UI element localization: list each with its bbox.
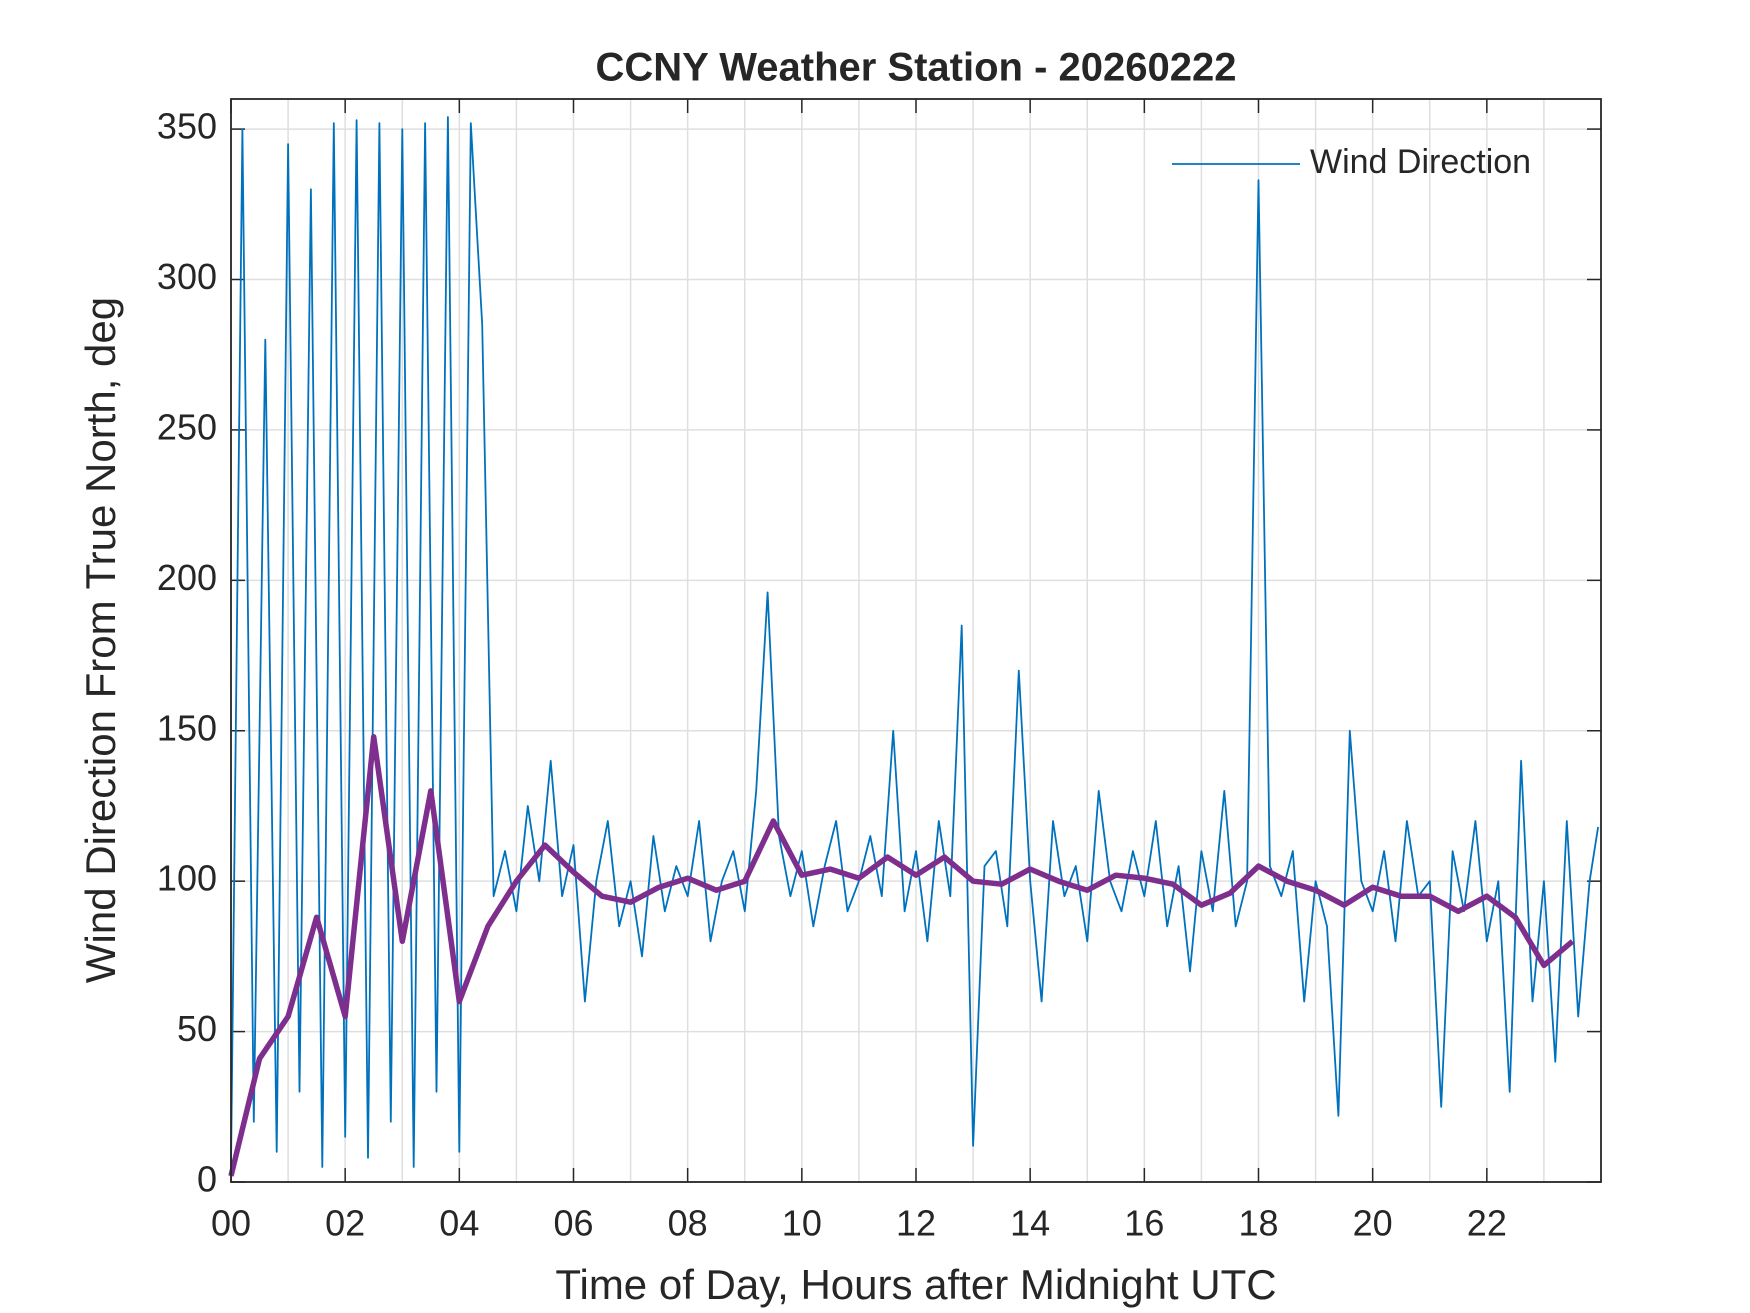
y-tick-label: 350 bbox=[157, 106, 217, 147]
x-tick-label: 00 bbox=[211, 1203, 251, 1244]
chart-title: CCNY Weather Station - 20260222 bbox=[596, 46, 1237, 90]
x-tick-label: 10 bbox=[782, 1203, 822, 1244]
y-tick-label: 200 bbox=[157, 557, 217, 598]
y-tick-label: 150 bbox=[157, 707, 217, 748]
data-line bbox=[230, 116, 1599, 1168]
legend-label: Wind Direction bbox=[1310, 143, 1531, 181]
x-axis-label: Time of Day, Hours after Midnight UTC bbox=[555, 1261, 1276, 1308]
x-tick-label: 14 bbox=[1010, 1203, 1050, 1244]
y-tick-label: 0 bbox=[197, 1159, 217, 1200]
x-tick-label: 12 bbox=[896, 1203, 936, 1244]
y-tick-label: 250 bbox=[157, 406, 217, 447]
x-tick-label: 02 bbox=[325, 1203, 365, 1244]
y-tick-label: 100 bbox=[157, 858, 217, 899]
plot-frame bbox=[230, 98, 1602, 1183]
x-tick-label: 04 bbox=[439, 1203, 479, 1244]
x-tick-label: 06 bbox=[553, 1203, 593, 1244]
x-tick-label: 16 bbox=[1124, 1203, 1164, 1244]
y-axis-label: Wind Direction From True North, deg bbox=[77, 297, 124, 983]
x-tick-label: 22 bbox=[1467, 1203, 1507, 1244]
y-tick-label: 50 bbox=[177, 1008, 217, 1049]
y-tick-label: 300 bbox=[157, 256, 217, 297]
x-tick-label: 20 bbox=[1353, 1203, 1393, 1244]
x-tick-label: 18 bbox=[1238, 1203, 1278, 1244]
x-tick-label: 08 bbox=[668, 1203, 708, 1244]
data-line bbox=[228, 734, 1575, 1177]
